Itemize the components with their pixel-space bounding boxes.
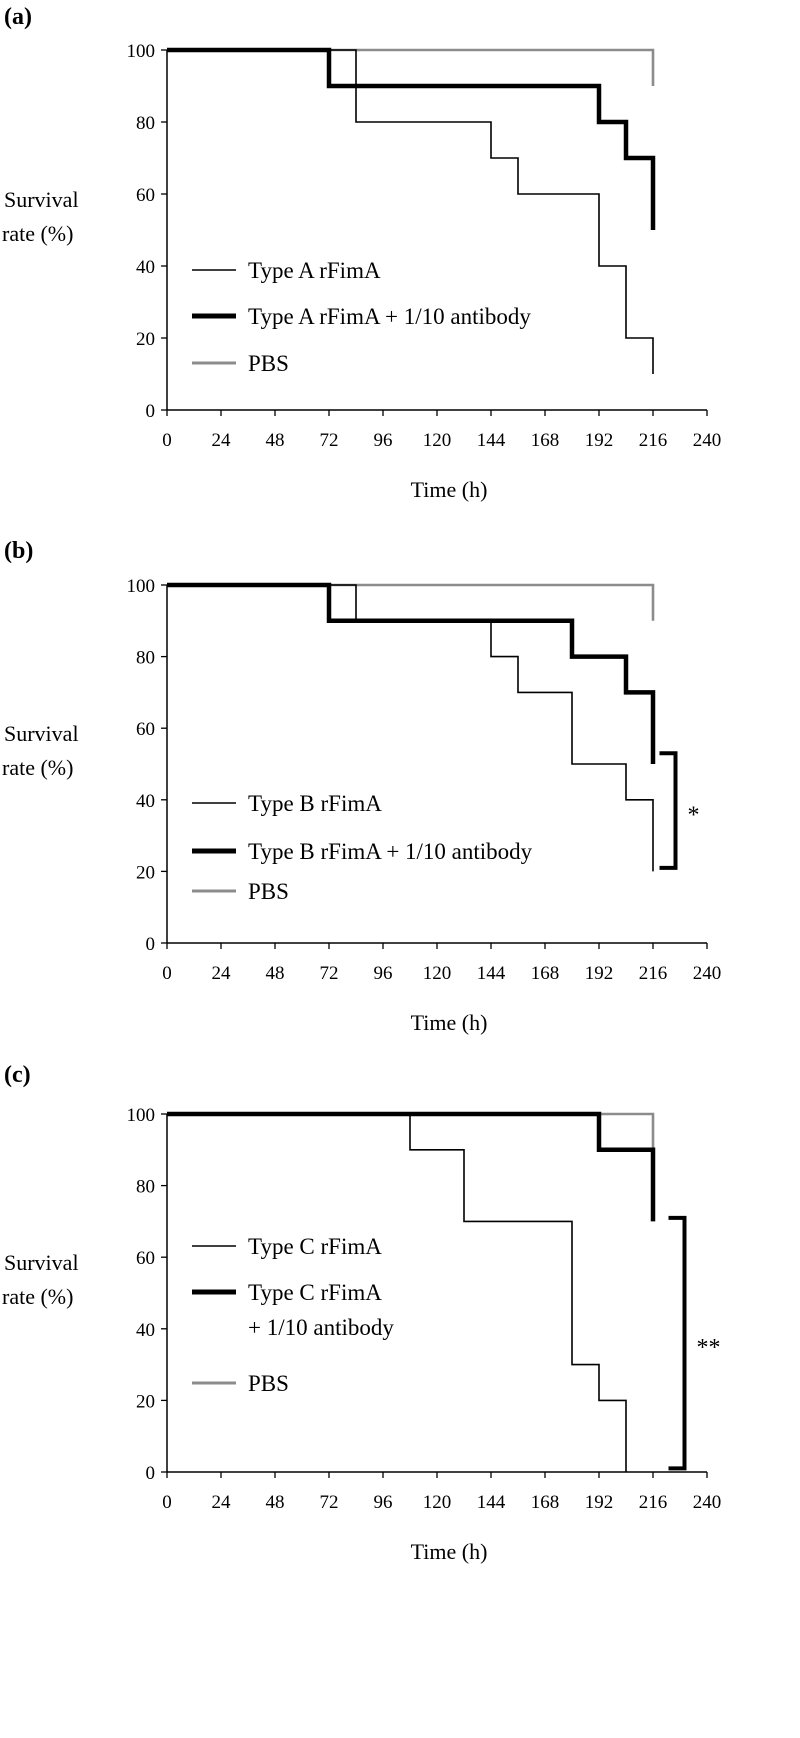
panel-b-y-axis-label: Survival <box>4 721 79 746</box>
panel-c-legend-label-2: Type C rFimA <box>248 1280 382 1305</box>
panel-c-x-tick-label: 144 <box>477 1492 506 1513</box>
panel-b-legend-label-2: Type B rFimA + 1/10 antibody <box>248 839 533 864</box>
panel-b-y-tick-label: 20 <box>136 862 155 883</box>
panel-a-series-1-line <box>167 49 654 374</box>
panel-c-series-2-line <box>167 1111 656 1222</box>
panel-b-x-tick-label: 72 <box>320 963 339 984</box>
panel-a-legend-label-1: Type A rFimA <box>248 258 381 283</box>
panel-a-legend-label-2: Type A rFimA + 1/10 antibody <box>248 304 531 329</box>
panel-a-x-tick-label: 72 <box>320 430 339 451</box>
panel-b-y-tick-label: 0 <box>146 934 156 955</box>
panel-a-x-tick-label: 168 <box>531 430 560 451</box>
panel-c-x-tick-label: 0 <box>162 1492 172 1513</box>
panel-b-x-tick-label: 120 <box>423 963 452 984</box>
panel-b-legend-label-3: PBS <box>248 879 289 904</box>
panel-c-y-tick-label: 0 <box>146 1463 156 1484</box>
panel-a-x-tick-label: 144 <box>477 430 506 451</box>
panel-c-x-tick-label: 240 <box>693 1492 722 1513</box>
panel-c-significance-marker: ** <box>697 1335 721 1361</box>
panel-b-series-3-line <box>167 583 655 621</box>
panel-a-label: (a) <box>4 4 32 30</box>
panel-a-x-tick-label: 192 <box>585 430 614 451</box>
panel-c-x-tick-label: 72 <box>320 1492 339 1513</box>
panel-b-x-tick-label: 24 <box>212 963 232 984</box>
panel-c-label: (c) <box>4 1062 31 1088</box>
panel-b-label: (b) <box>4 538 33 564</box>
panel-b-x-tick-label: 96 <box>374 963 393 984</box>
panel-c-x-tick-label: 216 <box>639 1492 668 1513</box>
panel-a-y-tick-label: 20 <box>136 329 155 350</box>
panel-a-legend-label-3: PBS <box>248 351 289 376</box>
panel-b-x-axis-label: Time (h) <box>411 1010 488 1035</box>
panel-a-y-axis-label: Survival <box>4 187 79 212</box>
panel-c-y-tick-label: 20 <box>136 1391 155 1412</box>
panel-c-x-tick-label: 24 <box>212 1492 232 1513</box>
panel-b-x-tick-label: 48 <box>266 963 285 984</box>
panel-b-x-tick-label: 192 <box>585 963 614 984</box>
panel-c-x-tick-label: 120 <box>423 1492 452 1513</box>
panel-a-y-tick-label: 0 <box>146 401 156 422</box>
panel-b-y-tick-label: 40 <box>136 791 155 812</box>
panel-a-x-axis-label: Time (h) <box>411 477 488 502</box>
panel-c-y-tick-label: 40 <box>136 1320 155 1341</box>
panel-b-y-tick-label: 60 <box>136 719 155 740</box>
panel-b-x-tick-label: 216 <box>639 963 668 984</box>
panel-c-legend-label-2: + 1/10 antibody <box>248 1315 394 1340</box>
panel-b-y-axis-label: rate (%) <box>2 755 73 780</box>
panel-c-x-tick-label: 192 <box>585 1492 614 1513</box>
panel-a-y-axis-label: rate (%) <box>2 221 73 246</box>
panel-c-x-tick-label: 48 <box>266 1492 285 1513</box>
panel-a-x-tick-label: 240 <box>693 430 722 451</box>
panel-b-x-tick-label: 168 <box>531 963 560 984</box>
panel-a-x-tick-label: 216 <box>639 430 668 451</box>
panel-c-x-tick-label: 96 <box>374 1492 393 1513</box>
panel-c-series-1-line <box>167 1113 627 1472</box>
panel-b-x-tick-label: 0 <box>162 963 172 984</box>
panel-b-series-2-line <box>167 582 656 764</box>
panel-b-significance-marker: * <box>688 803 700 829</box>
panel-a-y-tick-label: 60 <box>136 185 155 206</box>
panel-a-y-tick-label: 80 <box>136 113 155 134</box>
panel-c-y-tick-label: 60 <box>136 1248 155 1269</box>
panel-b-y-tick-label: 100 <box>127 576 156 597</box>
panel-c-legend-label-1: Type C rFimA <box>248 1234 382 1259</box>
panel-a-x-tick-label: 24 <box>212 430 232 451</box>
panel-c-significance-bracket <box>668 1215 687 1471</box>
panel-a-series-2-line <box>167 47 656 230</box>
panel-c-y-axis-label: rate (%) <box>2 1284 73 1309</box>
panel-c-x-tick-label: 168 <box>531 1492 560 1513</box>
panel-c-y-tick-label: 80 <box>136 1177 155 1198</box>
panel-a-y-tick-label: 100 <box>127 41 156 62</box>
panel-c-y-axis-label: Survival <box>4 1250 79 1275</box>
panel-a-y-tick-label: 40 <box>136 257 155 278</box>
panel-b-x-tick-label: 240 <box>693 963 722 984</box>
panel-a-x-tick-label: 120 <box>423 430 452 451</box>
panel-a-x-tick-label: 0 <box>162 430 172 451</box>
panel-b-x-tick-label: 144 <box>477 963 506 984</box>
panel-b-significance-bracket <box>659 751 678 870</box>
panel-c-x-axis-label: Time (h) <box>411 1539 488 1564</box>
panel-a-x-tick-label: 48 <box>266 430 285 451</box>
panel-a-series-3-line <box>167 48 655 86</box>
panel-b-y-tick-label: 80 <box>136 648 155 669</box>
panel-b-legend-label-1: Type B rFimA <box>248 791 382 816</box>
panel-c-y-tick-label: 100 <box>127 1105 156 1126</box>
panel-c-legend-label-3: PBS <box>248 1371 289 1396</box>
panel-b-series-1-line <box>167 584 654 872</box>
panel-a-x-tick-label: 96 <box>374 430 393 451</box>
